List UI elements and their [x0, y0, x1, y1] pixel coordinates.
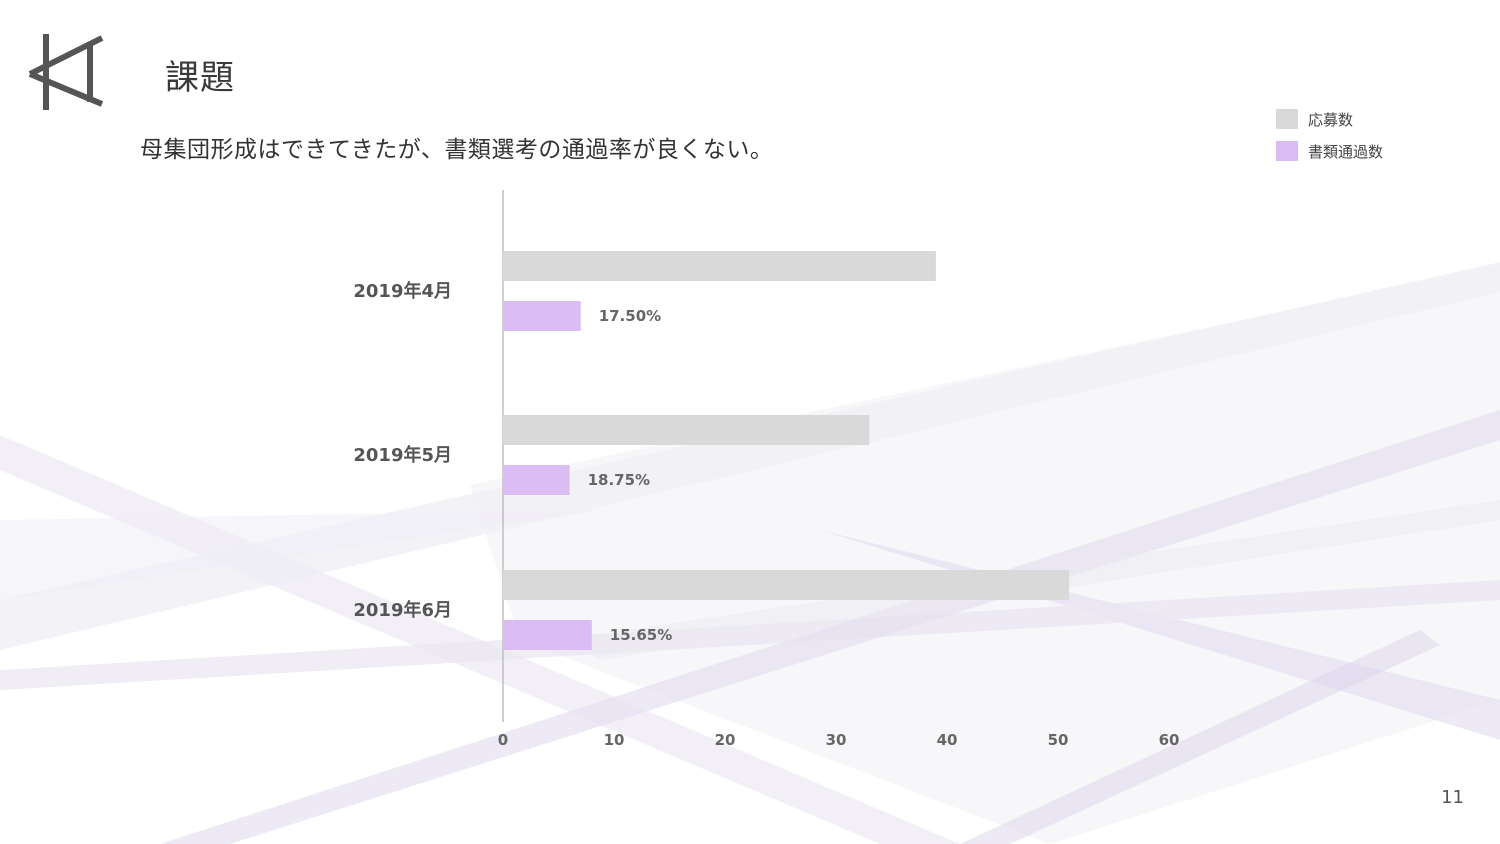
bar-passed [503, 465, 570, 495]
data-label: 17.50% [599, 307, 661, 325]
x-tick-label: 50 [1048, 731, 1069, 749]
data-label: 15.65% [610, 626, 672, 644]
x-tick-label: 30 [826, 731, 847, 749]
company-logo [28, 34, 104, 110]
page-number: 11 [1441, 787, 1464, 808]
legend-swatch-applications [1276, 109, 1298, 129]
category-label: 2019年4月 [353, 280, 452, 302]
x-tick-label: 0 [498, 731, 508, 749]
legend-item-applications: 応募数 [1276, 108, 1383, 130]
legend-item-passed: 書類通過数 [1276, 140, 1383, 162]
bar-applications [503, 570, 1070, 600]
category-label: 2019年5月 [353, 444, 452, 466]
page-title: 課題 [165, 58, 235, 98]
legend-swatch-passed [1276, 141, 1298, 161]
page-subtitle: 母集団形成はできてきたが、書類選考の通過率が良くない。 [140, 137, 774, 163]
bar-passed [503, 301, 581, 331]
x-tick-label: 10 [604, 731, 625, 749]
legend-label-applications: 応募数 [1308, 110, 1354, 129]
x-tick-label: 20 [715, 731, 736, 749]
bar-applications [503, 251, 936, 281]
bar-applications [503, 415, 870, 445]
category-label: 2019年6月 [353, 599, 452, 621]
bar-passed [503, 620, 592, 650]
chart-legend: 応募数 書類通過数 [1276, 108, 1383, 172]
legend-label-passed: 書類通過数 [1308, 142, 1384, 161]
x-tick-label: 60 [1159, 731, 1180, 749]
x-tick-label: 40 [937, 731, 958, 749]
data-label: 18.75% [588, 471, 650, 489]
